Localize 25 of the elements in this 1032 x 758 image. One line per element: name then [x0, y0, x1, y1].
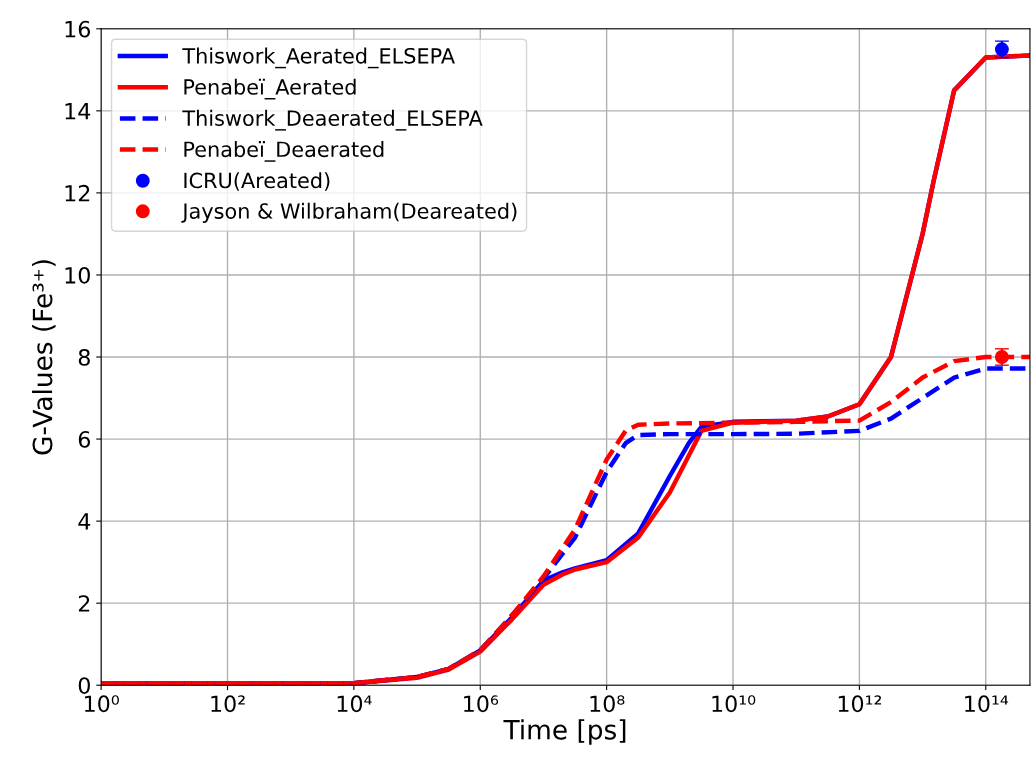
- legend-label: Jayson & Wilbraham(Deareated): [181, 202, 517, 223]
- legend-label: Penabeï_Aerated: [184, 78, 356, 100]
- x-tick-label: 10¹²: [838, 695, 882, 713]
- y-tick-label: 8: [78, 348, 90, 366]
- legend-label: Thiswork_Deaerated_ELSEPA: [182, 109, 483, 131]
- x-tick-label: 10⁴: [337, 695, 372, 713]
- legend-label: ICRU(Areated): [184, 172, 330, 191]
- y-tick-label: 10: [65, 266, 90, 284]
- y-axis-title: G-Values (Fe³⁺): [32, 260, 56, 455]
- y-tick-label: 4: [78, 513, 91, 530]
- x-tick-label: 10⁶: [464, 695, 499, 713]
- y-tick-label: 0: [78, 677, 90, 694]
- x-tick-label: 10²: [211, 695, 245, 713]
- y-tick-label: 2: [78, 595, 90, 612]
- y-tick-label: 14: [65, 103, 91, 120]
- x-tick-label: 10⁰: [84, 695, 119, 713]
- x-tick-label: 10¹⁰: [712, 695, 756, 713]
- legend-label: Thiswork_Aerated_ELSEPA: [182, 47, 455, 69]
- x-axis-title: Time [ps]: [503, 719, 626, 745]
- y-tick-label: 12: [65, 184, 90, 202]
- y-tick-label: 6: [78, 431, 91, 448]
- x-tick-label: 10¹⁴: [965, 695, 1009, 713]
- y-tick-label: 16: [65, 20, 91, 38]
- x-tick-label: 10⁸: [590, 695, 625, 713]
- legend-label: Penabeï_Deaerated: [184, 141, 384, 162]
